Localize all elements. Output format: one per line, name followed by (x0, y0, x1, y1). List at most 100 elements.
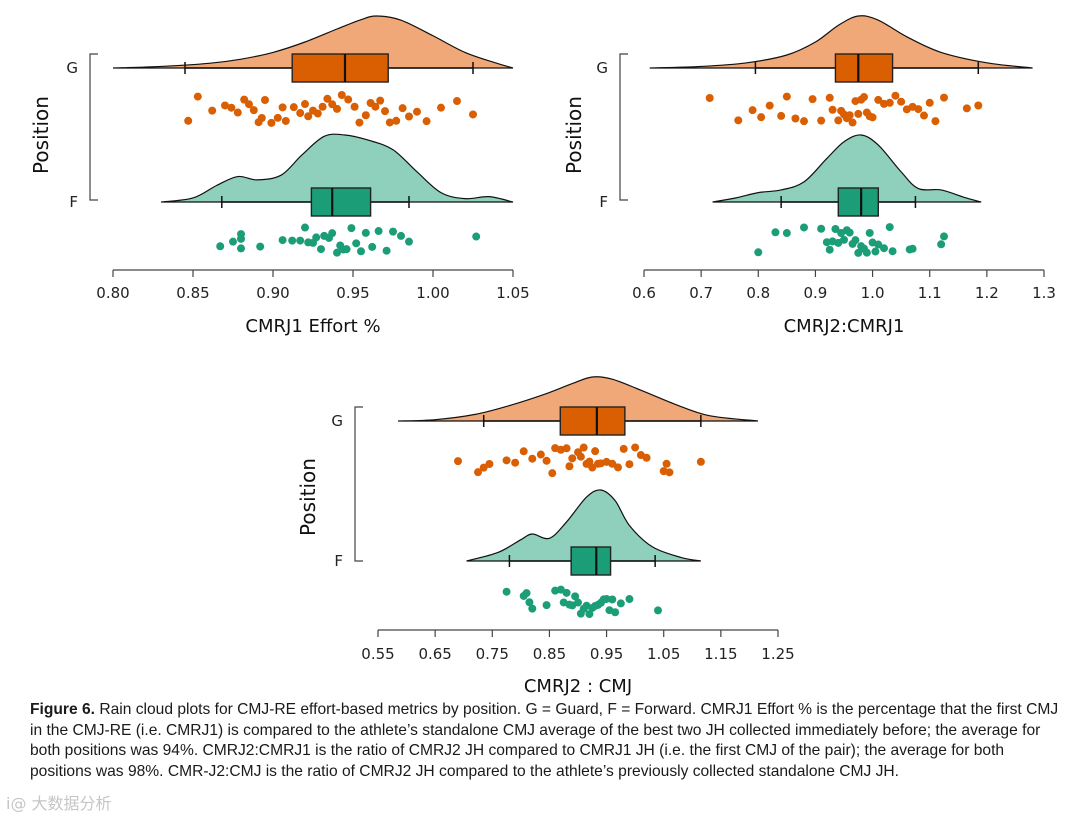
data-point (642, 453, 651, 462)
data-point (502, 587, 511, 596)
box-iqr (570, 546, 612, 576)
data-point (352, 239, 361, 248)
data-point (474, 468, 482, 477)
data-point (568, 454, 577, 463)
data-point (413, 107, 421, 116)
data-point (374, 227, 383, 236)
data-point (817, 224, 826, 233)
data-point (381, 107, 389, 116)
data-point (848, 118, 857, 127)
data-point (828, 105, 837, 114)
data-point (233, 108, 242, 117)
data-point (765, 101, 774, 110)
data-point (193, 92, 202, 101)
data-point (940, 232, 948, 241)
density-cloud (160, 133, 514, 203)
data-point (256, 242, 265, 251)
data-point (318, 102, 327, 111)
data-point (654, 606, 662, 615)
x-tick-label: 0.7 (689, 284, 713, 302)
x-tick-label: 0.9 (803, 284, 827, 302)
data-point (845, 228, 854, 237)
data-point (528, 604, 537, 613)
figure-caption: Figure 6. Rain cloud plots for CMJ-RE ef… (30, 700, 1065, 782)
data-point (616, 599, 625, 608)
data-point (885, 223, 894, 232)
data-point (342, 245, 351, 254)
category-label: G (66, 59, 78, 77)
x-tick-label: 0.6 (632, 284, 656, 302)
x-tick-label: 1.2 (975, 284, 999, 302)
density-cloud (112, 15, 514, 69)
data-point (619, 444, 628, 453)
group-F: F (334, 489, 701, 619)
data-point (382, 246, 391, 255)
data-point (908, 244, 917, 253)
data-point (296, 109, 305, 118)
density-cloud (466, 489, 701, 562)
data-point (542, 601, 551, 610)
data-point (289, 103, 298, 112)
x-axis-title: CMRJ2:CMRJ1 (784, 316, 905, 337)
data-point (574, 598, 582, 607)
data-point (323, 94, 332, 103)
x-tick-label: 0.55 (361, 645, 394, 663)
x-tick-label: 0.75 (476, 645, 509, 663)
data-point (914, 105, 923, 114)
data-point (782, 229, 791, 238)
x-tick-label: 1.3 (1032, 284, 1056, 302)
data-point (705, 94, 714, 103)
data-point (754, 248, 763, 257)
data-point (278, 103, 287, 112)
data-point (376, 96, 385, 105)
data-point (562, 444, 571, 453)
data-point (249, 106, 258, 115)
data-point (313, 109, 322, 118)
data-point (405, 112, 413, 121)
data-point (371, 102, 380, 111)
data-point (888, 247, 897, 256)
data-point (361, 228, 370, 237)
data-point (614, 463, 622, 472)
category-label: G (596, 59, 608, 77)
box-iqr (310, 187, 372, 217)
data-point (588, 463, 597, 472)
data-point (962, 104, 971, 113)
data-point (748, 106, 757, 115)
data-point (368, 242, 377, 251)
y-axis-title: Position (296, 458, 320, 536)
y-axis-bracket (354, 406, 363, 562)
data-point (771, 228, 780, 237)
category-label: F (69, 193, 78, 211)
data-point (333, 104, 341, 113)
data-point (304, 112, 313, 121)
category-label: F (334, 552, 343, 570)
density-cloud (712, 134, 982, 203)
data-point (245, 100, 253, 109)
box-iqr (559, 406, 626, 436)
data-point (757, 113, 766, 122)
data-point (825, 245, 834, 254)
data-point (361, 111, 370, 120)
density-cloud (649, 15, 1033, 69)
data-point (355, 118, 364, 127)
x-tick-label: 1.00 (416, 284, 449, 302)
x-tick-label: 1.15 (704, 645, 737, 663)
box-iqr (834, 53, 894, 83)
x-tick-label: 0.85 (533, 645, 566, 663)
data-point (562, 588, 571, 597)
data-point (261, 96, 269, 105)
data-point (317, 245, 325, 254)
data-point (920, 111, 928, 120)
data-point (405, 237, 413, 246)
group-G: G (66, 15, 514, 127)
x-axis-title: CMRJ1 Effort % (245, 316, 380, 337)
x-tick-label: 0.95 (590, 645, 623, 663)
data-point (453, 97, 461, 106)
data-point (208, 106, 217, 115)
data-point (865, 228, 874, 237)
density-cloud (397, 376, 759, 422)
data-point (937, 240, 946, 249)
data-point (525, 598, 534, 607)
y-axis-title: Position (562, 96, 586, 174)
